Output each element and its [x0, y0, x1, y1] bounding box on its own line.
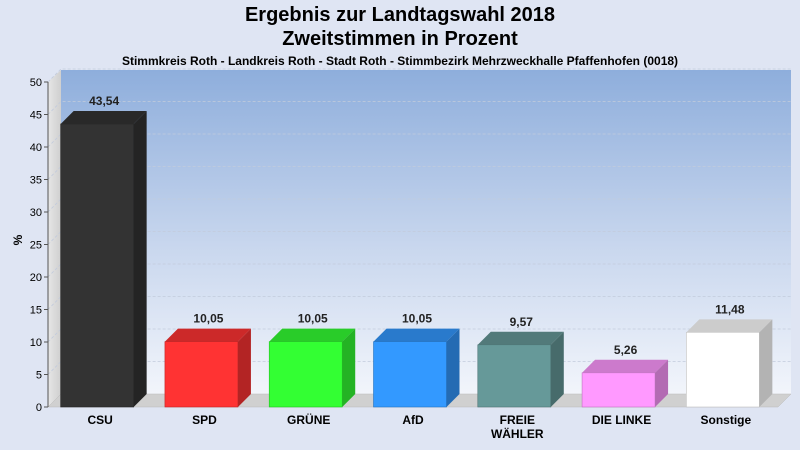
y-tick-label: 30: [30, 207, 42, 219]
y-tick-label: 15: [30, 305, 42, 317]
value-label: 10,05: [402, 312, 432, 326]
bar-top: [477, 331, 564, 345]
bars: [60, 110, 773, 408]
y-tick-label: 25: [30, 240, 42, 252]
value-label: 10,05: [298, 312, 328, 326]
bar: [373, 328, 460, 408]
y-tick-label: 20: [30, 272, 42, 284]
gridline: [47, 101, 791, 115]
plot-left-wall: [48, 70, 61, 407]
bar: [581, 359, 669, 408]
bar-top: [582, 359, 669, 373]
y-tick-label: 45: [30, 110, 42, 122]
bar-front: [477, 344, 552, 408]
gridline: [47, 166, 791, 180]
x-tick-label: GRÜNE: [287, 412, 330, 427]
gridline: [47, 328, 791, 343]
bar-front: [373, 341, 447, 408]
gridline: [47, 68, 791, 83]
x-tick-label: CSU: [87, 413, 112, 427]
bar-top: [164, 328, 251, 342]
gridline: [47, 231, 791, 245]
gridline: [47, 263, 791, 278]
x-tick-label: Sonstige: [701, 413, 752, 427]
y-tick-label: 5: [36, 370, 42, 382]
bar-top: [269, 328, 356, 342]
value-labels: 43,54 10,05 10,05 10,05 9,57 5,26 11,48: [89, 94, 745, 357]
gridline: [47, 133, 791, 148]
y-axis: 0 5 10 15 20 25 30 35 40 45 50: [30, 77, 49, 414]
bar-front: [268, 341, 343, 408]
bar: [164, 328, 251, 408]
chart-title: Ergebnis zur Landtagswahl 2018: [244, 4, 556, 26]
chart-subtitle: Stimmkreis Roth - Landkreis Roth - Stadt…: [121, 54, 679, 68]
bar-side: [550, 331, 564, 407]
bar: [268, 328, 356, 408]
bar-top: [686, 319, 773, 333]
bar: [477, 331, 564, 408]
x-tick-label: AfD: [402, 413, 424, 427]
bar: [60, 110, 147, 408]
value-label: 9,57: [510, 315, 534, 329]
value-label: 43,54: [89, 94, 119, 108]
bar-side: [446, 328, 460, 407]
bar-top: [373, 328, 460, 342]
bar-front: [581, 372, 656, 408]
x-tick-label: FREIE: [500, 413, 535, 427]
y-tick-label: 0: [36, 402, 42, 414]
gridline: [47, 198, 791, 213]
x-tick-label: DIE LINKE: [592, 413, 651, 427]
bar: [686, 319, 773, 408]
bar-side: [237, 328, 251, 407]
x-tick-label: SPD: [192, 413, 217, 427]
y-axis-label: %: [11, 234, 25, 245]
chart-subtitle-line: Zweitstimmen in Prozent: [282, 28, 518, 50]
bar-front: [686, 332, 760, 408]
bar-side: [759, 319, 773, 407]
y-tick-label: 50: [30, 77, 42, 89]
value-label: 11,48: [715, 302, 745, 316]
y-tick-label: 40: [30, 142, 42, 154]
bar-side: [655, 359, 669, 407]
y-tick-label: 35: [30, 175, 42, 187]
gridline: [47, 296, 791, 310]
y-tick-label: 10: [30, 337, 42, 349]
x-tick-label: WÄHLER: [491, 426, 544, 441]
value-label: 5,26: [614, 343, 638, 357]
value-label: 10,05: [193, 312, 223, 326]
bar-front: [60, 123, 134, 408]
bar-side: [342, 328, 356, 407]
bar-side: [133, 110, 147, 408]
bar-top: [60, 110, 147, 124]
bar-front: [164, 341, 239, 408]
